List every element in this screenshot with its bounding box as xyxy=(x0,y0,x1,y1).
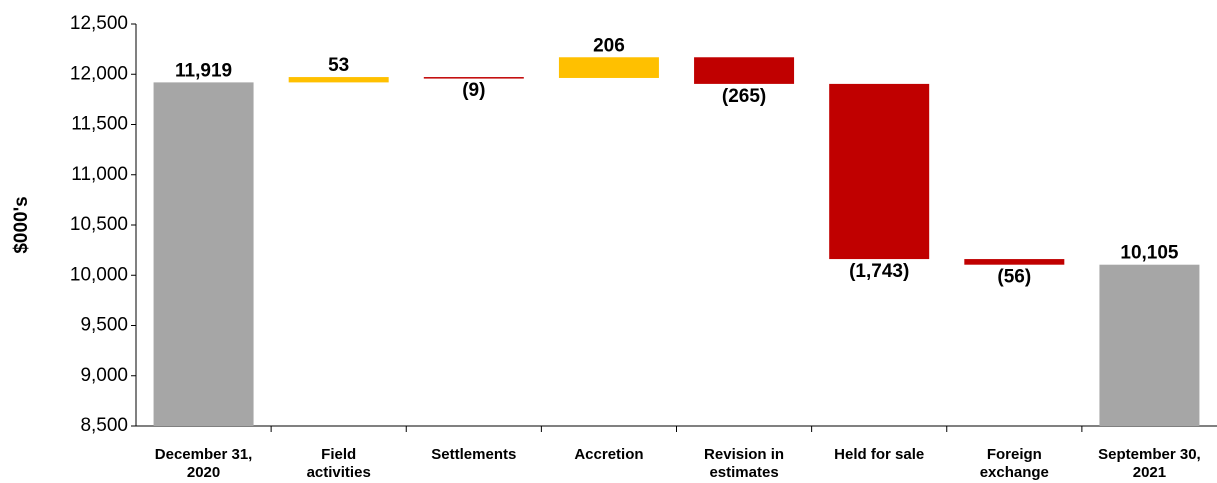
x-tick-label: Settlements xyxy=(431,446,516,463)
y-tick-label: 10,000 xyxy=(70,264,128,285)
value-label: (1,743) xyxy=(849,261,909,282)
y-tick-label: 9,000 xyxy=(80,365,128,386)
value-label: (56) xyxy=(997,267,1031,288)
y-tick-label: 8,500 xyxy=(80,415,128,436)
bar xyxy=(1099,264,1200,426)
bar xyxy=(288,77,389,83)
x-tick-label: Foreign exchange xyxy=(980,446,1049,481)
x-tick-label: Accretion xyxy=(574,446,643,463)
value-label: 206 xyxy=(593,35,625,56)
x-tick-label: September 30, 2021 xyxy=(1098,446,1201,481)
x-tick-label: Revision in estimates xyxy=(704,446,784,481)
y-tick-label: 11,500 xyxy=(71,114,128,135)
y-tick-label: 12,000 xyxy=(70,63,128,84)
value-label: (9) xyxy=(462,80,485,101)
x-tick-label: December 31, 2020 xyxy=(155,446,253,481)
value-label: (265) xyxy=(722,86,766,107)
bar xyxy=(829,83,930,260)
bar xyxy=(964,259,1065,265)
bar xyxy=(153,82,254,426)
y-tick-label: 12,500 xyxy=(70,13,128,34)
x-tick-label: Field activities xyxy=(307,446,371,481)
y-tick-label: 9,500 xyxy=(80,315,128,336)
value-label: 53 xyxy=(328,55,349,76)
value-label: 11,919 xyxy=(175,60,232,81)
value-label: 10,105 xyxy=(1120,243,1179,264)
y-tick-label: 10,500 xyxy=(70,214,128,235)
bar xyxy=(558,57,659,78)
y-tick-label: 11,000 xyxy=(71,164,128,185)
y-axis-label: $000's xyxy=(11,196,32,253)
bar xyxy=(694,57,795,84)
bar xyxy=(423,77,524,79)
x-tick-label: Held for sale xyxy=(834,446,924,463)
